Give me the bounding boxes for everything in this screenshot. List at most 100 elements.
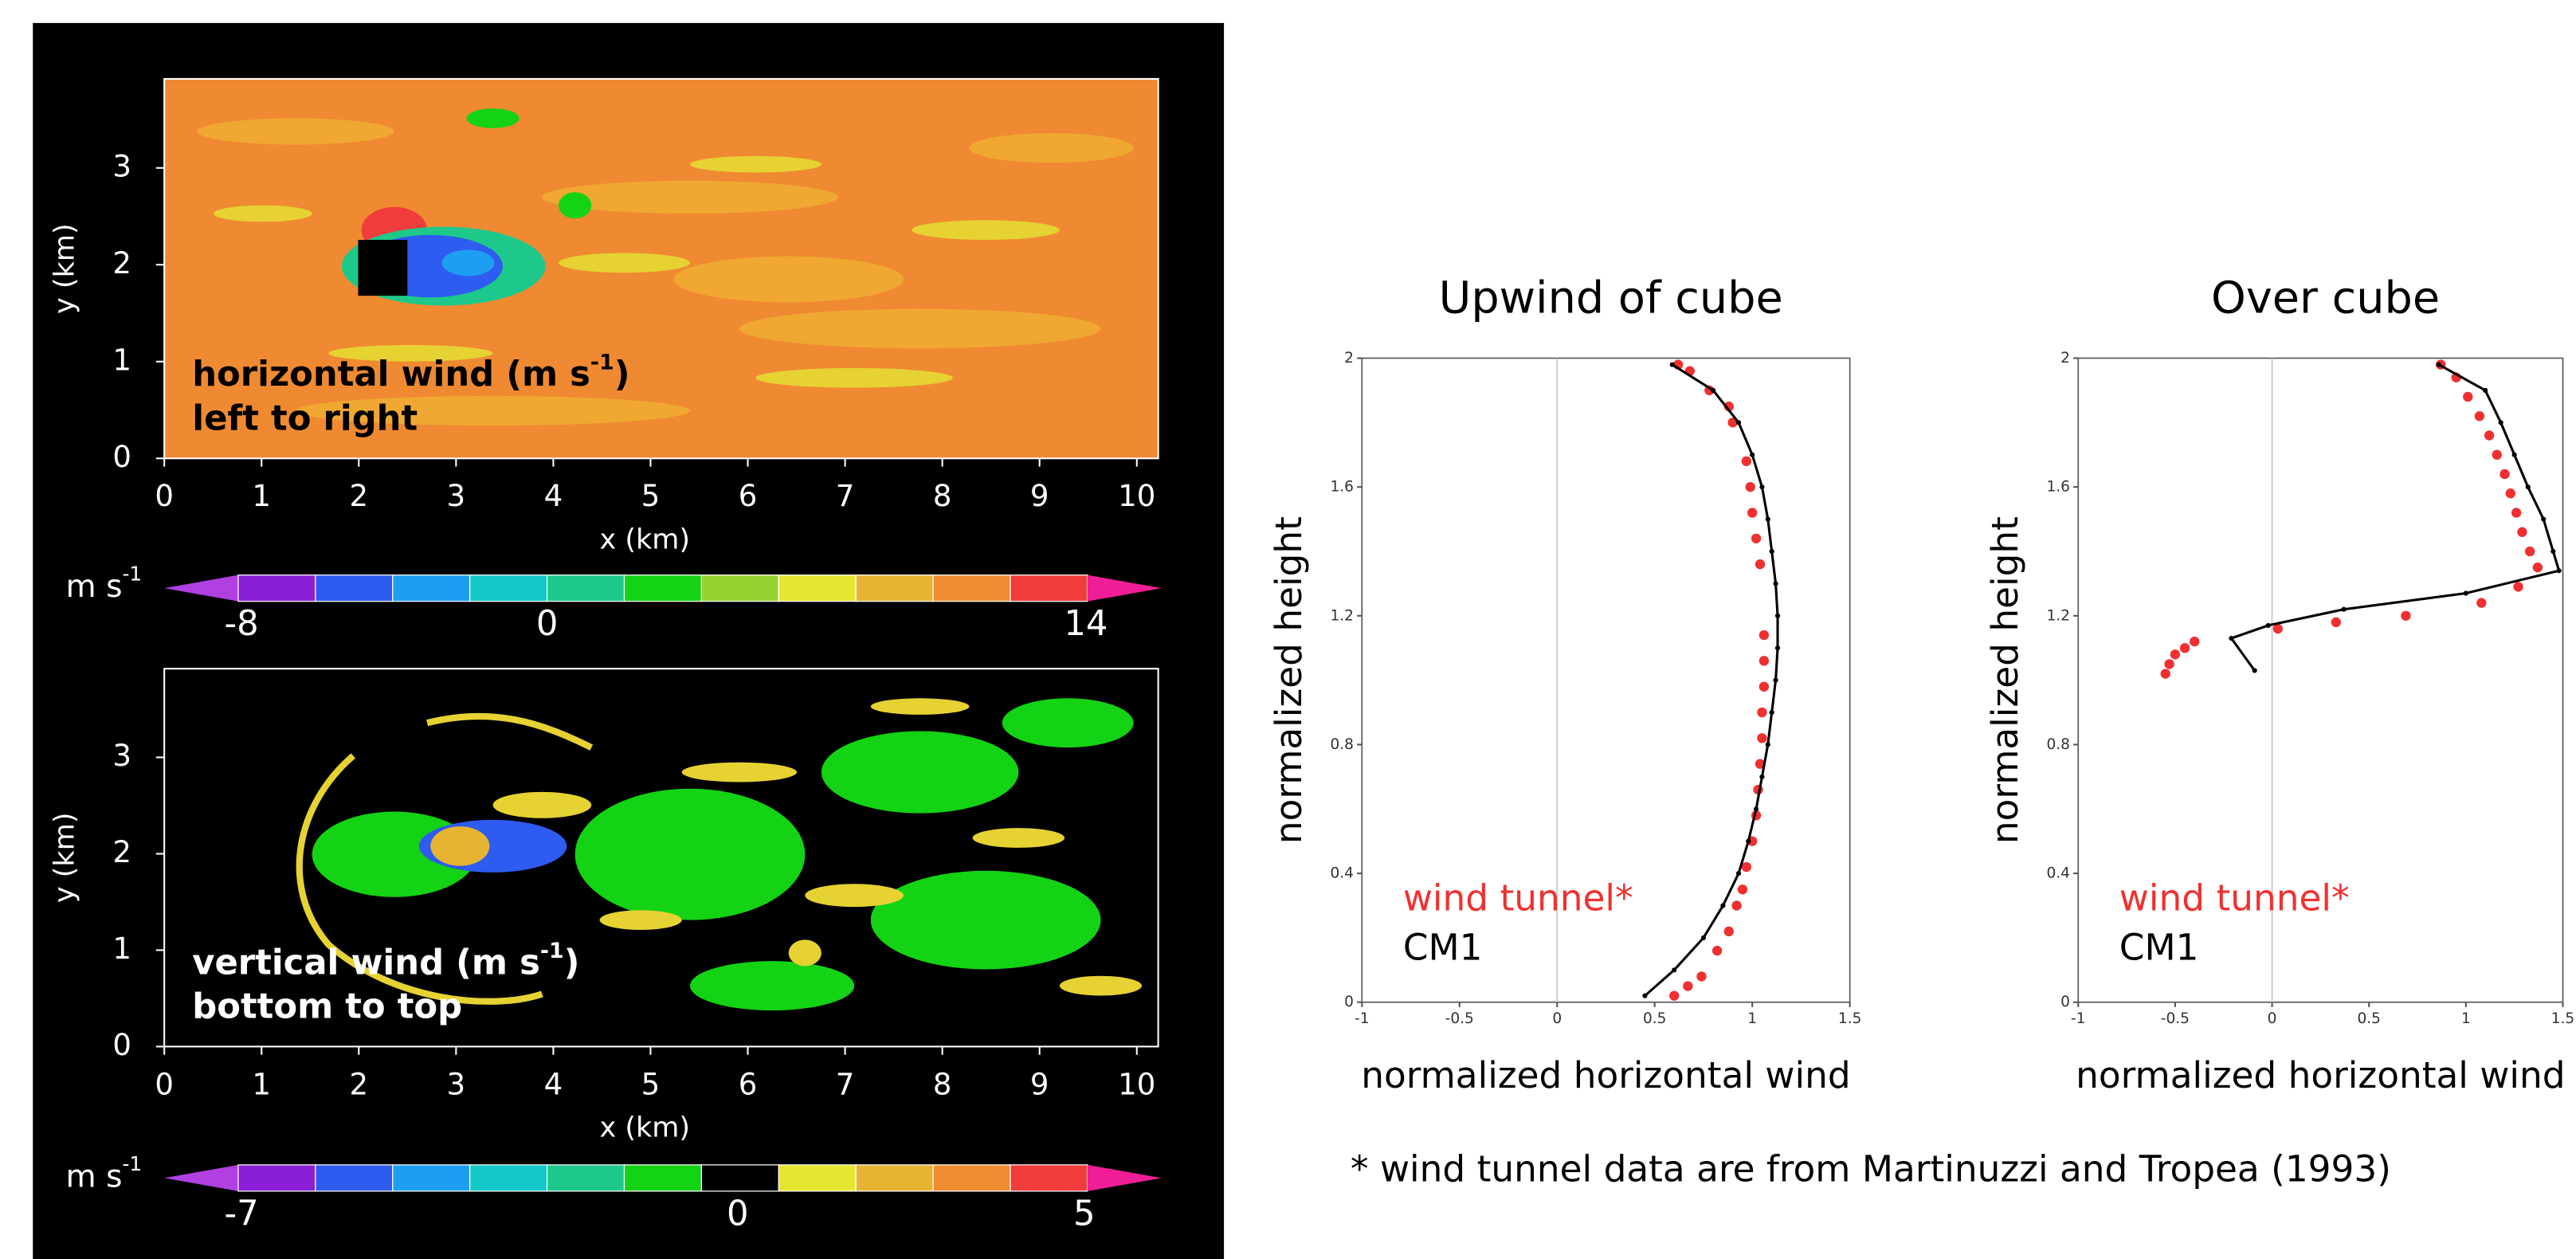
y-tick-label: 0.4 [1330,865,1354,882]
colorbar-box [316,1165,393,1191]
y-tick-label: 0 [2060,994,2070,1010]
x-tick-label: 4 [544,1067,563,1101]
colorbar-label: 0 [536,604,559,644]
x-tick-label: -1 [2071,1010,2086,1027]
marker [2475,411,2484,421]
x-tick-label: 1 [1747,1010,1757,1027]
x-tick-label: 7 [836,1067,855,1101]
line-point [2464,590,2468,595]
y-tick-label: 0 [112,440,131,474]
marker [2161,669,2170,678]
x-tick-label: 0 [2268,1010,2277,1027]
line-point [1701,935,1706,940]
marker [2517,528,2527,537]
y-tick-label: 3 [112,149,131,183]
marker [2180,643,2190,653]
y-tick-label: 1.2 [2046,607,2070,624]
marker [1757,708,1766,717]
line-point [1754,806,1759,811]
x-tick-label: 0.5 [2357,1010,2381,1027]
line-point [2541,516,2546,521]
marker [2513,582,2523,591]
line-point [1672,967,1676,972]
marker [2164,659,2174,669]
colorbar-label: 0 [727,1194,749,1234]
y-tick-label: 0.8 [2046,736,2070,753]
x-tick-label: 8 [933,479,952,513]
marker [1712,946,1722,955]
x-tick-label: 9 [1030,479,1049,513]
annotation-part: vertical wind (m s [192,943,540,982]
x-axis-label: normalized horizontal wind [1361,1054,1850,1096]
colorbar-box [1010,575,1088,602]
line-point [1642,994,1647,998]
cube [358,240,407,296]
marker [2484,430,2494,440]
colorbar-unit-text: m s [65,569,122,605]
marker [2511,508,2521,517]
x-tick-label: 0.5 [1643,1010,1667,1027]
marker [2500,469,2509,479]
colorbar-box [238,1165,316,1191]
annotation: horizontal wind (m s-1) [192,350,629,394]
line-point [1766,516,1770,521]
colorbar-box [547,575,625,602]
y-tick-label: 1 [112,343,131,377]
x-tick-label: 10 [1118,1067,1155,1101]
y-tick-label: 2 [1344,350,1354,367]
annotation-part: ) [564,943,580,982]
marker [1669,990,1679,1000]
x-tick-label: -1 [1355,1010,1370,1027]
line-point [1736,871,1741,876]
colorbar-box [547,1165,625,1191]
line-point [2483,388,2488,393]
x-tick-label: 8 [933,1067,952,1101]
chart-title: Over cube [2211,272,2440,324]
colorbar-label: 5 [1073,1194,1096,1234]
x-tick-label: 5 [641,479,661,513]
y-axis-label: y (km) [48,223,80,314]
line-point [1775,645,1780,650]
line-point [1775,614,1780,618]
legend-entry: wind tunnel* [1403,877,1633,919]
marker [1731,900,1741,910]
marker [1747,508,1757,517]
marker [1751,534,1761,543]
colorbar-unit-text: m s [65,1159,122,1194]
x-tick-label: 10 [1118,479,1155,513]
marker [2190,637,2199,646]
annotation: bottom to top [192,986,462,1026]
y-tick-label: 2 [112,246,131,280]
y-tick-label: 0 [1344,994,1354,1010]
marker [1755,559,1765,569]
marker [1742,457,1751,466]
line-point [2229,636,2233,641]
colorbar-box [625,1165,702,1191]
y-tick-label: 0.8 [1330,736,1354,753]
line-point [1670,362,1675,367]
line-point [1773,678,1778,683]
colorbar-box [933,575,1010,602]
line-point [1770,710,1774,715]
annotation-part: ) [614,355,630,394]
x-tick-label: 3 [447,1067,466,1101]
colorbar-box [470,1165,547,1191]
y-tick-label: 1.2 [1330,607,1354,624]
x-tick-label: 5 [641,1067,661,1101]
x-tick-label: 4 [544,479,563,513]
x-tick-label: 7 [836,479,855,513]
colorbar-box [701,575,778,602]
x-tick-label: 6 [739,1067,758,1101]
line-point [1773,581,1778,586]
x-tick-label: 9 [1030,1067,1049,1101]
colorbar-box [933,1165,1010,1191]
legend-entry: CM1 [2119,926,2199,968]
marker [1683,981,1692,990]
colorbar-label: -8 [225,604,259,644]
colorbar-label: -7 [225,1194,259,1234]
y-axis-label: normalized height [1984,516,2026,844]
legend-entry: CM1 [1403,926,1483,968]
colorbar-unit-exp: -1 [122,563,142,586]
x-tick-label: 1 [2461,1010,2471,1027]
annotation: vertical wind (m s-1) [192,938,579,982]
